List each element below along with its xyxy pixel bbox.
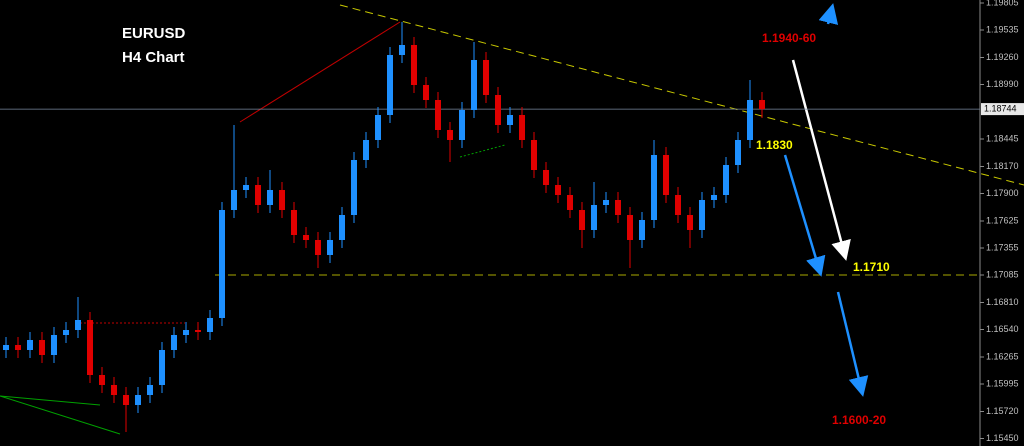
wave-line bbox=[0, 395, 101, 406]
candle-body bbox=[711, 195, 717, 200]
candle-body bbox=[699, 200, 705, 230]
candle-body bbox=[87, 320, 93, 375]
y-tick-label: 1.17085 bbox=[986, 269, 1019, 279]
candle-body bbox=[315, 240, 321, 255]
candle-body bbox=[747, 100, 753, 140]
candle-body bbox=[495, 95, 501, 125]
candle-body bbox=[123, 395, 129, 405]
candle-body bbox=[759, 100, 765, 110]
candle-body bbox=[63, 330, 69, 335]
annotation: 1.1830 bbox=[756, 138, 793, 152]
candle-body bbox=[531, 140, 537, 170]
candle-body bbox=[567, 195, 573, 210]
candle-body bbox=[375, 115, 381, 140]
candle-body bbox=[519, 115, 525, 140]
candle-body bbox=[351, 160, 357, 215]
candle-body bbox=[687, 215, 693, 230]
candle-body bbox=[207, 318, 213, 332]
candle-body bbox=[231, 190, 237, 210]
candle-body bbox=[75, 320, 81, 330]
candle-body bbox=[387, 55, 393, 115]
candle-body bbox=[411, 45, 417, 85]
candle-body bbox=[507, 115, 513, 125]
y-tick-label: 1.19260 bbox=[986, 52, 1019, 62]
y-tick-label: 1.16810 bbox=[986, 297, 1019, 307]
candle-body bbox=[147, 385, 153, 395]
candle-body bbox=[459, 110, 465, 140]
candle-body bbox=[327, 240, 333, 255]
trendline bbox=[339, 4, 1024, 186]
candle-body bbox=[663, 155, 669, 195]
candle-body bbox=[555, 185, 561, 195]
candle-body bbox=[159, 350, 165, 385]
candle-body bbox=[111, 385, 117, 395]
candle-body bbox=[675, 195, 681, 215]
candle-body bbox=[363, 140, 369, 160]
candle-body bbox=[603, 200, 609, 205]
candle-body bbox=[399, 45, 405, 55]
candle-body bbox=[171, 335, 177, 350]
y-tick-label: 1.17625 bbox=[986, 215, 1019, 225]
wave-line bbox=[459, 144, 506, 158]
candle-body bbox=[3, 345, 9, 350]
annotation: 1.1710 bbox=[853, 260, 890, 274]
candle-body bbox=[591, 205, 597, 230]
candle-body bbox=[651, 155, 657, 220]
candle-body bbox=[423, 85, 429, 100]
y-tick-label: 1.16265 bbox=[986, 351, 1019, 361]
arrow bbox=[818, 3, 839, 25]
candle-body bbox=[27, 340, 33, 350]
wave-line bbox=[239, 21, 401, 123]
candle-body bbox=[51, 335, 57, 355]
candle-body bbox=[447, 130, 453, 140]
y-tick-label: 1.18445 bbox=[986, 133, 1019, 143]
candle-body bbox=[15, 345, 21, 350]
candle-body bbox=[723, 165, 729, 195]
candle-body bbox=[735, 140, 741, 165]
candle-body bbox=[267, 190, 273, 205]
candle-body bbox=[339, 215, 345, 240]
candle-body bbox=[99, 375, 105, 385]
candle-body bbox=[135, 395, 141, 405]
candle-body bbox=[291, 210, 297, 235]
candle-body bbox=[543, 170, 549, 185]
y-tick-label: 1.18170 bbox=[986, 161, 1019, 171]
y-tick-label: 1.19805 bbox=[986, 0, 1019, 7]
y-tick-label: 1.18990 bbox=[986, 79, 1019, 89]
candle-body bbox=[303, 235, 309, 240]
candle-body bbox=[627, 215, 633, 240]
chart-subtitle: H4 Chart bbox=[122, 49, 185, 66]
annotation: 1.1940-60 bbox=[762, 31, 816, 45]
candle-body bbox=[483, 60, 489, 95]
arrow bbox=[836, 291, 869, 397]
candle-body bbox=[195, 330, 201, 332]
candle-body bbox=[183, 330, 189, 335]
y-tick-label: 1.15995 bbox=[986, 378, 1019, 388]
candle-body bbox=[279, 190, 285, 210]
y-tick-label: 1.17900 bbox=[986, 188, 1019, 198]
candle-body bbox=[579, 210, 585, 230]
candle-body bbox=[219, 210, 225, 318]
last-price-label: 1.18744 bbox=[984, 103, 1017, 113]
y-tick-label: 1.17355 bbox=[986, 242, 1019, 252]
y-tick-label: 1.16540 bbox=[986, 324, 1019, 334]
candle-body bbox=[255, 185, 261, 205]
annotation: 1.1600-20 bbox=[832, 413, 886, 427]
y-tick-label: 1.19535 bbox=[986, 24, 1019, 34]
arrow bbox=[783, 154, 826, 277]
wave-line bbox=[0, 395, 121, 435]
chart-title: EURUSD bbox=[122, 25, 186, 42]
candle-body bbox=[639, 220, 645, 240]
y-tick-label: 1.15450 bbox=[986, 433, 1019, 443]
candle-body bbox=[39, 340, 45, 355]
candle-body bbox=[243, 185, 249, 190]
candle-body bbox=[435, 100, 441, 130]
arrow bbox=[791, 59, 851, 261]
y-tick-label: 1.15720 bbox=[986, 406, 1019, 416]
candle-body bbox=[615, 200, 621, 215]
last-price-box bbox=[981, 103, 1024, 116]
candle-body bbox=[471, 60, 477, 110]
